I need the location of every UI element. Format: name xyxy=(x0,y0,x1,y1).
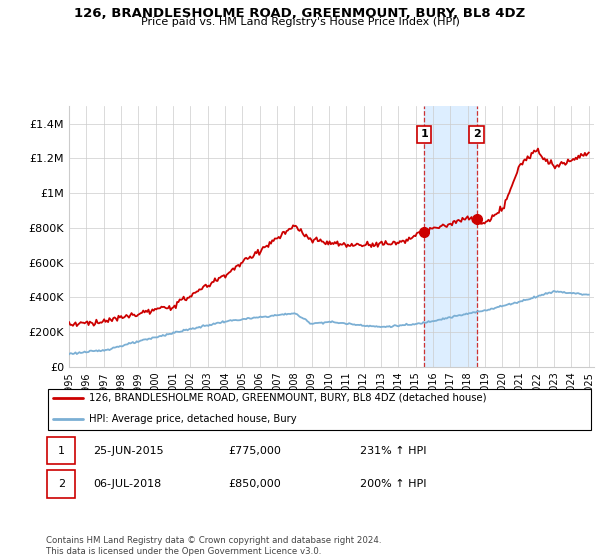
FancyBboxPatch shape xyxy=(47,437,75,464)
Text: 2: 2 xyxy=(473,129,481,139)
Text: 1: 1 xyxy=(421,129,428,139)
Text: 25-JUN-2015: 25-JUN-2015 xyxy=(93,446,164,455)
Text: 06-JUL-2018: 06-JUL-2018 xyxy=(93,479,161,489)
Text: 2: 2 xyxy=(58,479,65,489)
Text: 126, BRANDLESHOLME ROAD, GREENMOUNT, BURY, BL8 4DZ: 126, BRANDLESHOLME ROAD, GREENMOUNT, BUR… xyxy=(74,7,526,20)
Text: 200% ↑ HPI: 200% ↑ HPI xyxy=(360,479,427,489)
Text: 1: 1 xyxy=(58,446,65,455)
Text: Price paid vs. HM Land Registry's House Price Index (HPI): Price paid vs. HM Land Registry's House … xyxy=(140,17,460,27)
Text: 126, BRANDLESHOLME ROAD, GREENMOUNT, BURY, BL8 4DZ (detached house): 126, BRANDLESHOLME ROAD, GREENMOUNT, BUR… xyxy=(89,393,487,403)
Text: £775,000: £775,000 xyxy=(228,446,281,455)
Bar xyxy=(424,106,476,367)
FancyBboxPatch shape xyxy=(48,389,591,430)
Text: Contains HM Land Registry data © Crown copyright and database right 2024.
This d: Contains HM Land Registry data © Crown c… xyxy=(46,536,381,556)
Text: £850,000: £850,000 xyxy=(228,479,281,489)
Text: 231% ↑ HPI: 231% ↑ HPI xyxy=(360,446,427,455)
Text: HPI: Average price, detached house, Bury: HPI: Average price, detached house, Bury xyxy=(89,414,296,424)
FancyBboxPatch shape xyxy=(47,470,75,498)
